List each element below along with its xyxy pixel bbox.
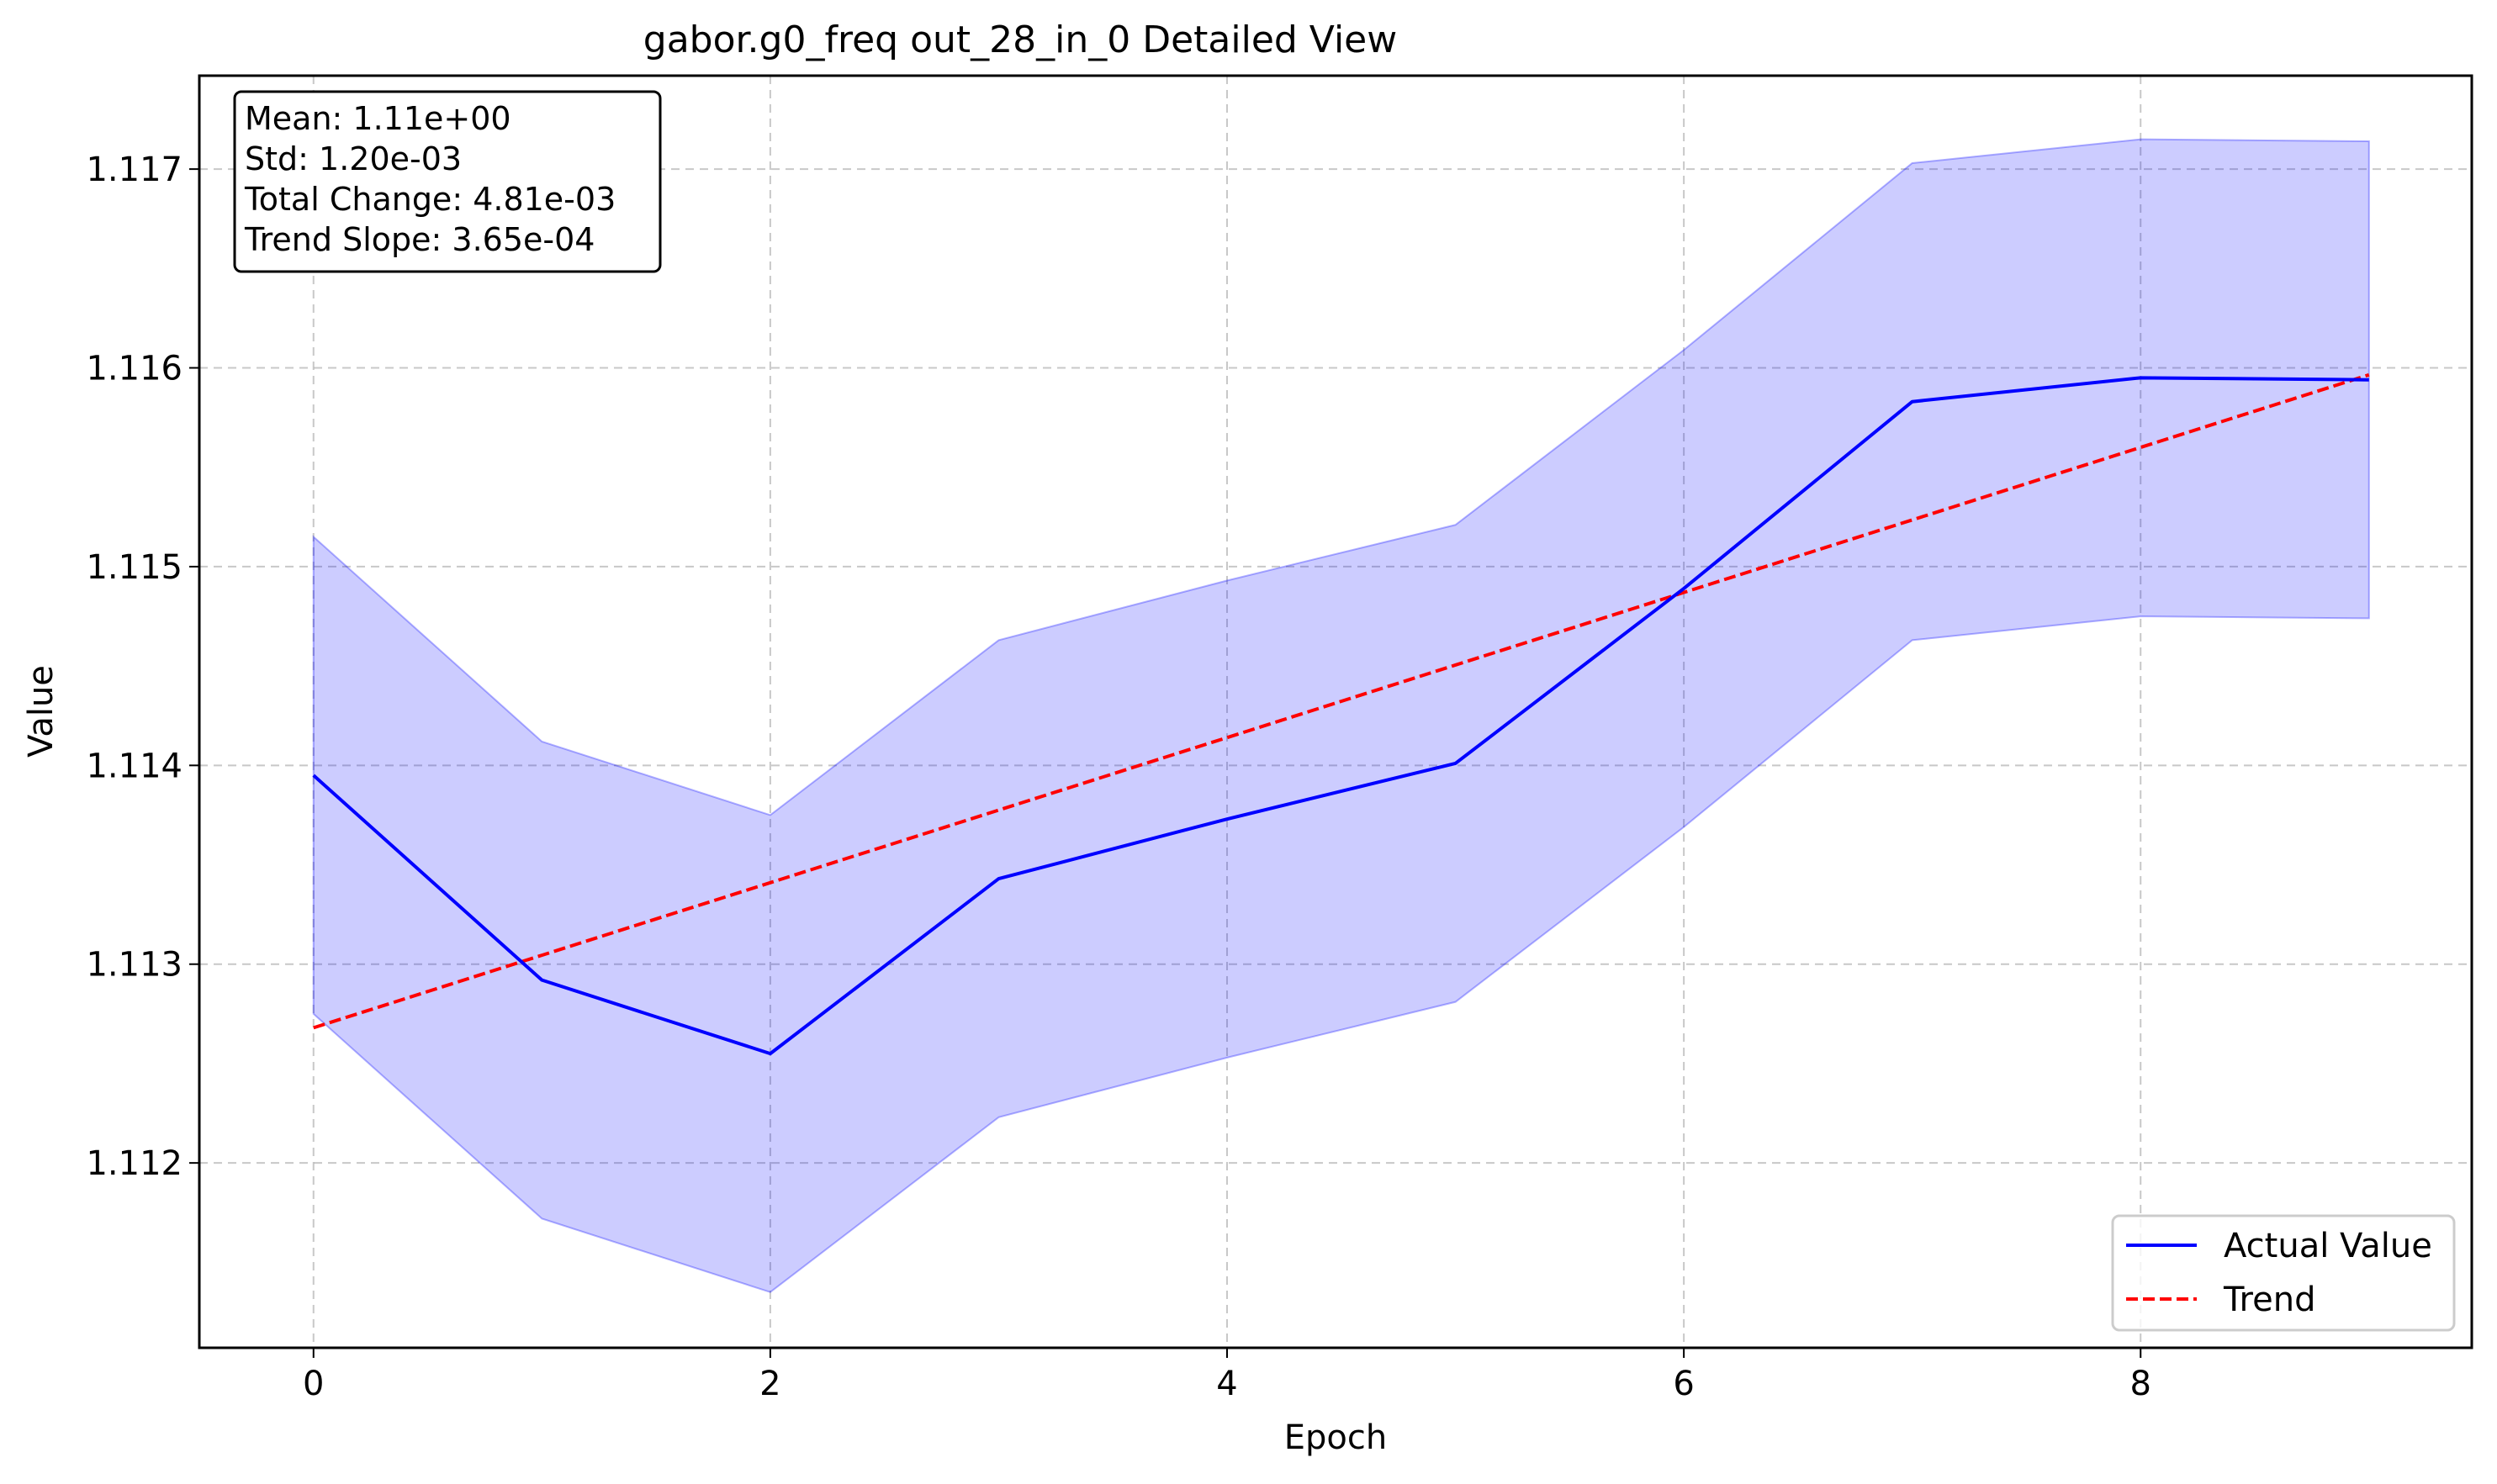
y-tick-label: 1.115: [86, 548, 183, 587]
y-axis-ticks: 1.112 1.113 1.114 1.115 1.116 1.117: [86, 151, 199, 1183]
x-tick-label: 4: [1216, 1365, 1237, 1403]
series-line-actual-value: [312, 376, 2369, 1056]
chart-title: gabor.g0_freq out_28_in_0 Detailed View: [643, 18, 1397, 61]
confidence-band-layer: [312, 138, 2370, 1293]
y-axis-label: Value: [22, 665, 61, 758]
stats-box-frame: [233, 90, 662, 273]
y-tick-label: 1.113: [86, 946, 183, 985]
x-axis-ticks: 0 2 4 6 8: [303, 1348, 2151, 1403]
legend: Actual Value Trend: [2111, 1214, 2456, 1332]
stats-total-change: Total Change: 4.81e-03: [244, 181, 616, 218]
stats-trend-slope: Trend Slope: 3.65e-04: [244, 221, 595, 258]
x-tick-label: 8: [2130, 1365, 2151, 1403]
confidence-band: [312, 138, 2370, 1293]
y-tick-label: 1.114: [86, 747, 183, 785]
y-tick-label: 1.117: [86, 151, 183, 189]
grid: [199, 76, 2472, 1348]
legend-label-trend: Trend: [2223, 1281, 2315, 1319]
stats-mean: Mean: 1.11e+00: [245, 100, 511, 137]
series-layer: [312, 372, 2370, 1056]
stats-box: Mean: 1.11e+00 Std: 1.20e-03 Total Chang…: [233, 90, 662, 273]
x-tick-label: 0: [303, 1365, 324, 1403]
y-tick-label: 1.112: [86, 1144, 183, 1183]
x-axis-label: Epoch: [1284, 1418, 1387, 1457]
stats-std: Std: 1.20e-03: [245, 140, 462, 177]
series-line-trend: [313, 372, 2370, 1030]
plot-frame: [198, 74, 2473, 1349]
x-tick-label: 6: [1673, 1365, 1694, 1403]
legend-frame: [2111, 1214, 2456, 1332]
legend-label-actual-value: Actual Value: [2224, 1227, 2432, 1265]
y-tick-label: 1.116: [86, 350, 183, 388]
x-tick-label: 2: [759, 1365, 780, 1403]
